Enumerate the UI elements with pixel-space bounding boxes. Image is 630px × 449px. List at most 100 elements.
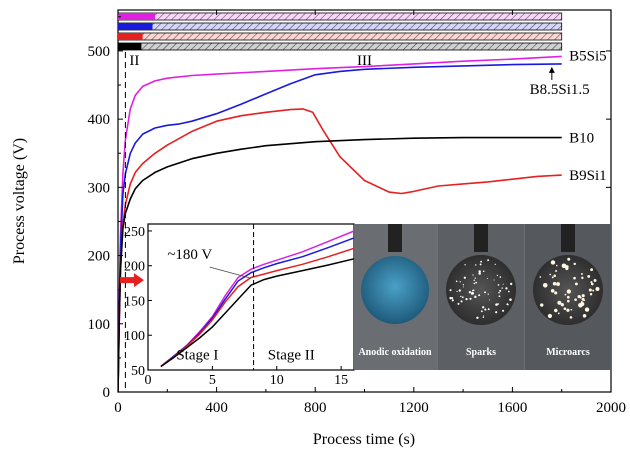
inset-x-tick-label-2: 10 <box>270 373 284 388</box>
microarc-dot <box>566 308 570 312</box>
photo-anodic-oxidation: Anodic oxidation <box>354 224 437 370</box>
spark-dot <box>475 281 478 284</box>
microarc-dot <box>557 312 560 315</box>
spark-dot <box>479 263 482 266</box>
spark-dot <box>484 291 486 294</box>
inset-y-tick-label-2: 150 <box>124 294 145 309</box>
microarc-dot <box>584 307 590 312</box>
series-label-b8-5si1-5: B8.5Si1.5 <box>530 82 590 98</box>
photo-label-anodic-oxidation: Anodic oxidation <box>358 347 432 358</box>
inset-frame <box>147 223 355 371</box>
series-label-b9si1: B9Si1 <box>569 168 607 184</box>
microarc-dot <box>592 289 595 292</box>
photo-label-microarcs: Microarcs <box>546 347 590 358</box>
stage-bar-solid-1 <box>118 23 153 30</box>
spark-dot <box>498 295 501 298</box>
inset-y-tick-label-0: 50 <box>131 364 145 379</box>
microarc-dot <box>557 300 562 305</box>
spark-dot <box>510 282 513 286</box>
inset-series-line-3 <box>160 258 355 368</box>
spark-dot <box>463 276 466 279</box>
microarc-dot <box>563 307 567 311</box>
y-tick-label-5: 500 <box>88 44 111 60</box>
microarc-dot <box>580 300 583 303</box>
microarc-dot <box>556 282 560 286</box>
stage-bar-tint-2 <box>142 33 562 40</box>
spark-dot <box>459 281 461 283</box>
microarc-dot <box>582 314 587 318</box>
spark-dot <box>480 260 483 263</box>
spark-dot <box>464 264 466 266</box>
microarc-dot <box>564 293 567 296</box>
series-label-b5si5: B5Si5 <box>569 48 607 64</box>
spark-dot <box>456 290 458 293</box>
spark-dot <box>495 303 498 306</box>
spark-dot <box>476 316 479 319</box>
microarc-dot <box>569 316 573 319</box>
spark-dot <box>462 284 465 286</box>
red-arrow-icon <box>120 273 144 288</box>
spark-dot <box>502 283 504 285</box>
spark-dot <box>501 287 503 289</box>
series-line-b10 <box>118 136 562 392</box>
x-tick-label-4: 1600 <box>497 400 527 416</box>
y-tick-label-3: 300 <box>88 180 111 196</box>
spark-dot <box>480 310 483 313</box>
inset-annotation-pointer <box>209 266 252 279</box>
y-tick-label-1: 100 <box>88 317 111 333</box>
series-line-b8-5si1-5 <box>118 63 562 392</box>
spark-dot <box>472 274 474 276</box>
stage-bar-tint-3 <box>141 43 562 50</box>
microarc-dot <box>547 313 553 319</box>
inset-y-tick-label-4: 250 <box>124 225 145 240</box>
microarc-dot <box>550 260 556 265</box>
microarc-dot <box>581 294 585 298</box>
spark-dot <box>462 286 464 288</box>
spark-dot <box>497 303 499 305</box>
microarc-dot <box>549 273 552 276</box>
spark-dot <box>487 308 490 311</box>
spark-dot <box>474 277 476 279</box>
region-label-ii: II <box>129 53 139 69</box>
spark-dot <box>451 299 454 302</box>
spark-dot <box>474 295 477 299</box>
microarc-dot <box>593 278 597 282</box>
inset-annotation: ~180 V <box>167 247 212 263</box>
microarc-dot <box>588 288 592 292</box>
microarc-dot <box>553 274 556 278</box>
region-label-iii: III <box>357 53 372 69</box>
spark-dot <box>484 308 487 311</box>
x-tick-label-0: 0 <box>114 400 122 416</box>
inset-x-tick-label-3: 15 <box>334 373 348 388</box>
x-axis-label: Process time (s) <box>313 431 415 448</box>
microarc-dot <box>560 303 564 307</box>
spark-dot <box>507 290 510 293</box>
spark-dot <box>449 296 452 300</box>
spark-dot <box>482 316 484 319</box>
spark-dot <box>449 289 452 292</box>
microarc-dot <box>589 292 593 296</box>
stage-bar-tint-0 <box>154 13 562 20</box>
microarc-dot <box>539 276 542 278</box>
microarc-dot <box>581 276 584 280</box>
stage-bar-tint-1 <box>152 23 562 30</box>
stage-bar-solid-2 <box>118 33 143 40</box>
series-label-b10: B10 <box>569 131 594 147</box>
microarc-dot <box>540 303 544 307</box>
spark-dot <box>473 282 476 285</box>
stage-i-label: Stage I <box>176 348 218 364</box>
inset-series-line-2 <box>160 247 355 368</box>
spark-dot <box>482 306 485 309</box>
inset-x-tick-label-1: 5 <box>209 373 216 388</box>
photo-panels: Anodic oxidation Sparks Microarcs <box>354 224 611 370</box>
photo-microarcs: Microarcs <box>525 224 611 370</box>
spark-dot <box>496 274 499 277</box>
spark-dot <box>499 289 502 292</box>
stage-bar-solid-0 <box>118 13 155 20</box>
spark-dot <box>482 270 485 272</box>
spark-dot <box>471 291 475 295</box>
annotation-arrow-icon <box>548 66 555 73</box>
spark-dot <box>460 295 462 298</box>
spark-dot <box>482 315 485 317</box>
x-tick-label-1: 400 <box>205 400 228 416</box>
